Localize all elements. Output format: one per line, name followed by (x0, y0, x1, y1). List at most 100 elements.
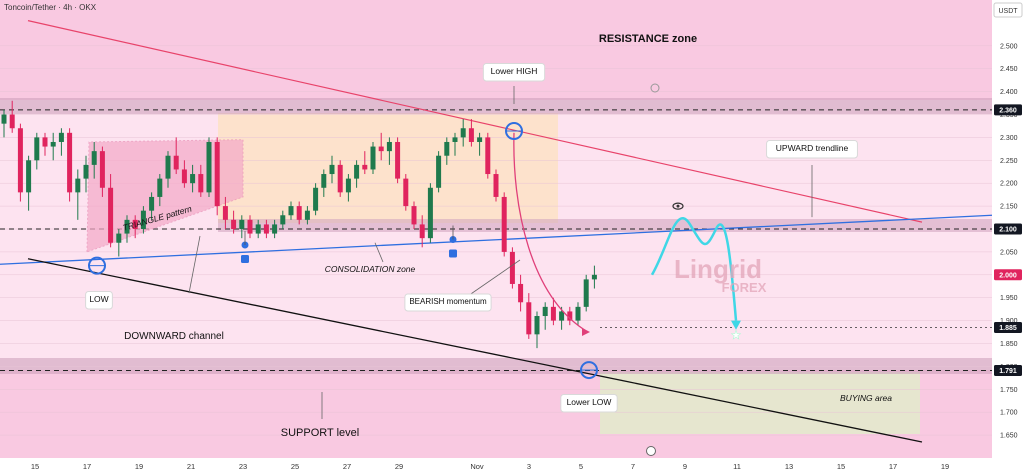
price-tick-label: 2.250 (1000, 158, 1018, 165)
overlays: ★ (88, 83, 813, 456)
projection-arrowhead (731, 320, 741, 330)
time-axis: 15 17 19 21 23 25 27 29 Nov 3 5 7 9 11 13 15 17 19 (31, 462, 949, 471)
candle-body (42, 137, 48, 147)
candle-body (575, 306, 581, 321)
price-tag-box (994, 321, 1022, 333)
candle-body (288, 206, 294, 216)
candle-body (91, 151, 97, 165)
candle-body (58, 132, 64, 142)
watermark-line1: Lingrid (674, 254, 762, 284)
price-tag-box (994, 104, 1022, 116)
candle-body (50, 141, 56, 147)
candle-body (313, 187, 319, 211)
candle-body (26, 160, 32, 193)
candle-body (263, 224, 269, 234)
resistance-band (0, 98, 992, 114)
candle-body (419, 224, 425, 239)
candle-body (149, 196, 155, 211)
low-label: LOW (89, 294, 108, 304)
candle-body (550, 306, 556, 321)
price-tick-label: 2.500 (1000, 43, 1018, 50)
currency-box[interactable] (993, 2, 1023, 18)
time-tick-label: 3 (527, 462, 531, 471)
price-tag-box (994, 269, 1022, 281)
time-tick-label: 15 (837, 462, 845, 471)
candle-body (559, 311, 565, 321)
bearish-pointer (464, 259, 521, 299)
low-channel-pointer (188, 235, 201, 294)
candle-body (501, 196, 507, 252)
candle-body (436, 155, 442, 188)
candle-body (157, 178, 163, 197)
candle-body (83, 164, 89, 179)
price-tag-label: 1.885 (999, 325, 1017, 332)
price-tag-box (994, 223, 1022, 235)
time-tick-label: 5 (579, 462, 583, 471)
symbol-title: Toncoin/Tether · 4h · OKX (4, 3, 97, 12)
upward-trendline-label: UPWARD trendline (776, 143, 849, 153)
price-tag-label: 2.000 (999, 272, 1017, 279)
time-tick-label: 29 (395, 462, 403, 471)
time-tick-label: 11 (733, 462, 741, 471)
candle-body (427, 187, 433, 239)
candle-body (173, 155, 179, 170)
candle-body (296, 206, 302, 220)
time-axis-bg (0, 458, 992, 474)
pivot-icon (449, 249, 457, 258)
price-tick-label: 1.650 (1000, 433, 1018, 440)
time-tick-label: 19 (941, 462, 949, 471)
time-tick-label: 15 (31, 462, 39, 471)
buying-area-label: BUYING area (840, 393, 892, 403)
candle-body (132, 219, 138, 229)
price-tick-label: 1.900 (1000, 318, 1018, 325)
low-label-box (85, 291, 113, 310)
price-tag-label: 2.360 (999, 107, 1017, 114)
arrow-down-icon (650, 83, 660, 93)
support-band (0, 358, 992, 374)
candle-body (304, 210, 310, 220)
candle-body (362, 164, 368, 170)
eye-icon (672, 202, 684, 210)
candle-body (247, 219, 253, 234)
candle-body (17, 128, 23, 193)
time-tick-label: 19 (135, 462, 143, 471)
candle-body (354, 164, 360, 179)
candle-body (583, 279, 589, 307)
lower-low-label: Lower LOW (567, 397, 612, 407)
candle-body (321, 174, 327, 188)
candle-body (116, 233, 122, 243)
candles (1, 100, 597, 349)
candle-body (337, 164, 343, 193)
candle-body (75, 178, 81, 193)
buying-area-box (600, 372, 920, 434)
candle-body (567, 311, 573, 321)
price-axis: 2.500 2.450 2.400 2.350 2.300 2.250 2.200 2.150… (994, 43, 1022, 440)
bearish-curve (513, 132, 589, 333)
candle-body (280, 215, 286, 225)
candle-body (403, 178, 409, 207)
dashed-levels (0, 109, 992, 372)
candle-body (239, 219, 245, 229)
price-tick-label: 2.200 (1000, 181, 1018, 188)
candle-body (485, 137, 491, 175)
time-tick-label: 21 (187, 462, 195, 471)
candle-body (444, 141, 450, 156)
candle-body (591, 274, 597, 280)
candle-body (140, 210, 146, 229)
consolidation-zone-label: CONSOLIDATION zone (325, 264, 416, 274)
price-tick-label: 2.050 (1000, 249, 1018, 256)
time-tick-label: 25 (291, 462, 299, 471)
candle-body (190, 174, 196, 184)
candle-body (272, 224, 278, 234)
time-tick-label: 27 (343, 462, 351, 471)
lower-high-label: Lower HIGH (491, 66, 538, 76)
candle-body (526, 302, 532, 335)
candle-body (452, 137, 458, 142)
candle-body (165, 155, 171, 179)
currency-label: USDT (998, 8, 1018, 15)
candle-body (206, 141, 212, 193)
eye-pupil (676, 204, 680, 208)
projection-path (650, 216, 738, 321)
candle-body (181, 169, 187, 184)
